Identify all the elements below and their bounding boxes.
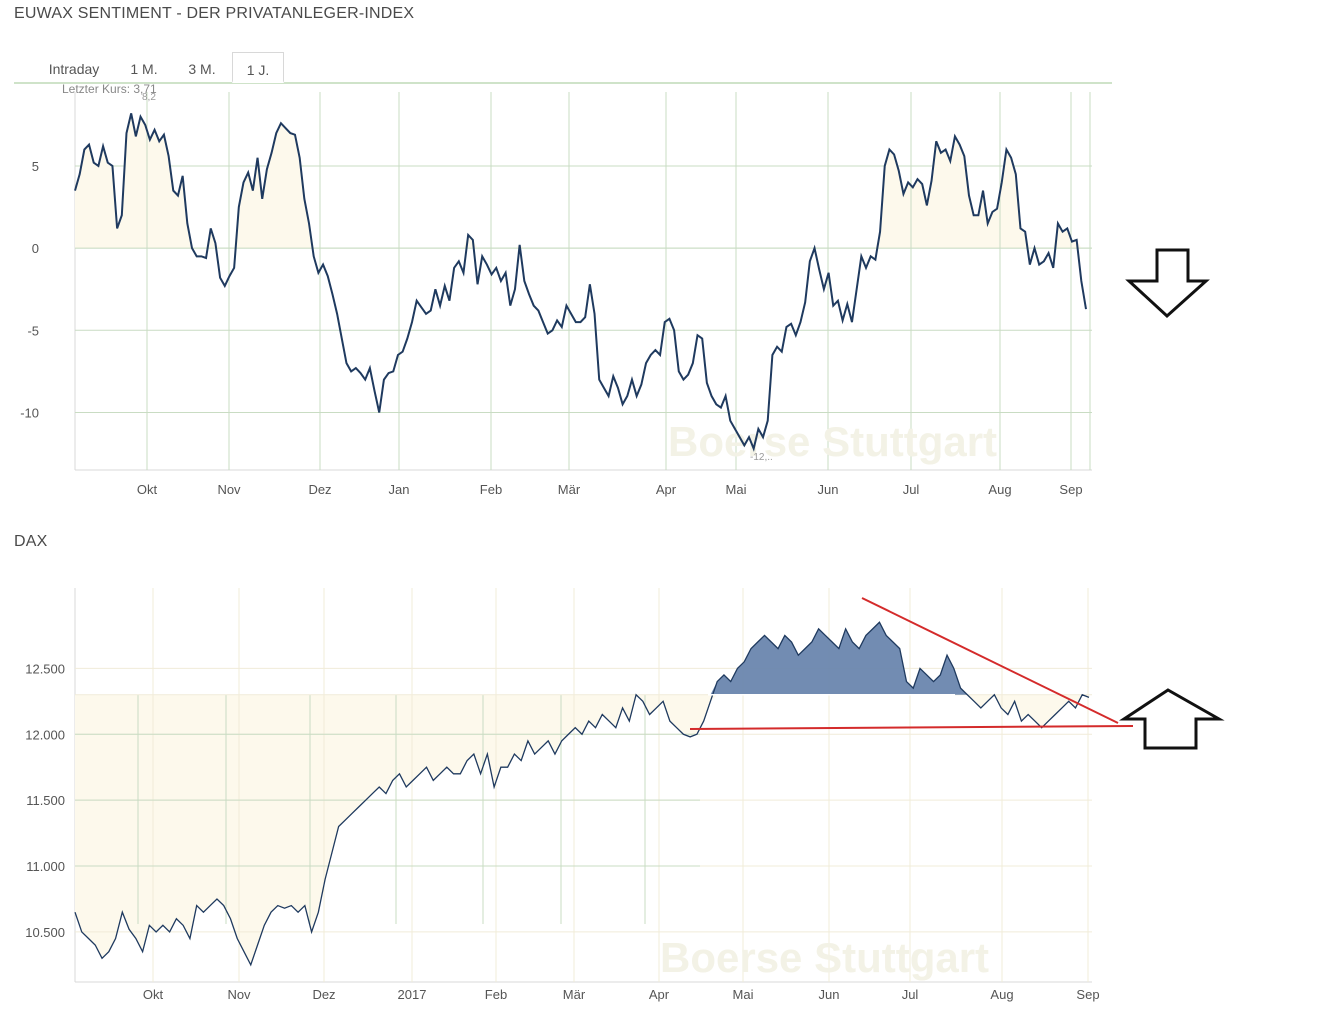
x-tick-label: Mär <box>558 482 581 497</box>
y-tick-label: 12.000 <box>25 727 65 742</box>
x-tick-label: 2017 <box>398 987 427 1002</box>
y-tick-label: 0 <box>32 241 39 256</box>
x-tick-label: Jun <box>819 987 840 1002</box>
y-tick-label: 11.500 <box>26 793 65 808</box>
x-tick-label: Feb <box>485 987 507 1002</box>
x-tick-label: Aug <box>990 987 1013 1002</box>
y-tick-label: -5 <box>27 323 39 338</box>
x-tick-label: Apr <box>656 482 677 497</box>
x-tick-label: Feb <box>480 482 502 497</box>
tab-1-year[interactable]: 1 J. <box>232 52 284 83</box>
x-tick-label: Mai <box>733 987 754 1002</box>
x-tick-label: Apr <box>649 987 670 1002</box>
dax-chart-title: DAX <box>14 533 48 550</box>
last-price-value: 3,71 <box>133 82 157 96</box>
below-reference-area <box>75 694 1089 965</box>
x-tick-label: Nov <box>227 987 251 1002</box>
support-trendline <box>689 725 1134 730</box>
y-tick-label: 11.000 <box>26 859 65 874</box>
watermark: Boerse Stuttgart <box>668 418 997 465</box>
sentiment-chart: 5 0 -5 -10 Okt Nov Dez Jan Feb Mär Apr Mai Jun Jul Aug… <box>20 92 1210 497</box>
timeframe-tabs: Intraday 1 M. 3 M. 1 J. <box>14 52 1112 84</box>
x-tick-label: Sep <box>1059 482 1082 497</box>
x-tick-label: Sep <box>1076 987 1099 1002</box>
x-tick-label: Nov <box>217 482 241 497</box>
x-tick-label: Jan <box>389 482 410 497</box>
above-reference-area <box>75 622 1089 695</box>
y-tick-label: 5 <box>32 159 39 174</box>
tab-3-months[interactable]: 3 M. <box>188 61 216 77</box>
x-tick-label: Dez <box>308 482 331 497</box>
sentiment-series-line <box>74 113 1087 452</box>
y-tick-label: 10.500 <box>25 925 65 940</box>
watermark: Boerse Stuttgart <box>660 934 989 981</box>
down-arrow-icon <box>1125 248 1210 319</box>
positive-area <box>75 113 1086 249</box>
up-arrow-icon <box>1118 688 1225 750</box>
last-price: Letzter Kurs: 3,71 <box>62 82 157 96</box>
dax-series-line <box>74 621 1090 967</box>
min-annotation: -12,.. <box>750 452 773 463</box>
sentiment-chart-title: EUWAX SENTIMENT - DER PRIVATANLEGER-INDE… <box>14 5 415 22</box>
x-tick-label: Jul <box>903 482 920 497</box>
x-tick-label: Mai <box>726 482 747 497</box>
descending-trendline <box>861 597 1119 724</box>
x-tick-label: Okt <box>137 482 158 497</box>
x-tick-label: Jun <box>818 482 839 497</box>
tab-1-month[interactable]: 1 M. <box>130 61 158 77</box>
x-tick-label: Okt <box>143 987 164 1002</box>
x-tick-label: Dez <box>312 987 335 1002</box>
tab-intraday[interactable]: Intraday <box>48 61 100 77</box>
y-tick-label: 12.500 <box>25 661 65 676</box>
x-tick-label: Aug <box>988 482 1011 497</box>
x-tick-label: Mär <box>563 987 586 1002</box>
max-annotation: 8,2 <box>142 92 156 103</box>
y-tick-label: -10 <box>20 405 39 420</box>
last-price-label: Letzter Kurs: <box>62 82 131 96</box>
x-tick-label: Jul <box>902 987 919 1002</box>
